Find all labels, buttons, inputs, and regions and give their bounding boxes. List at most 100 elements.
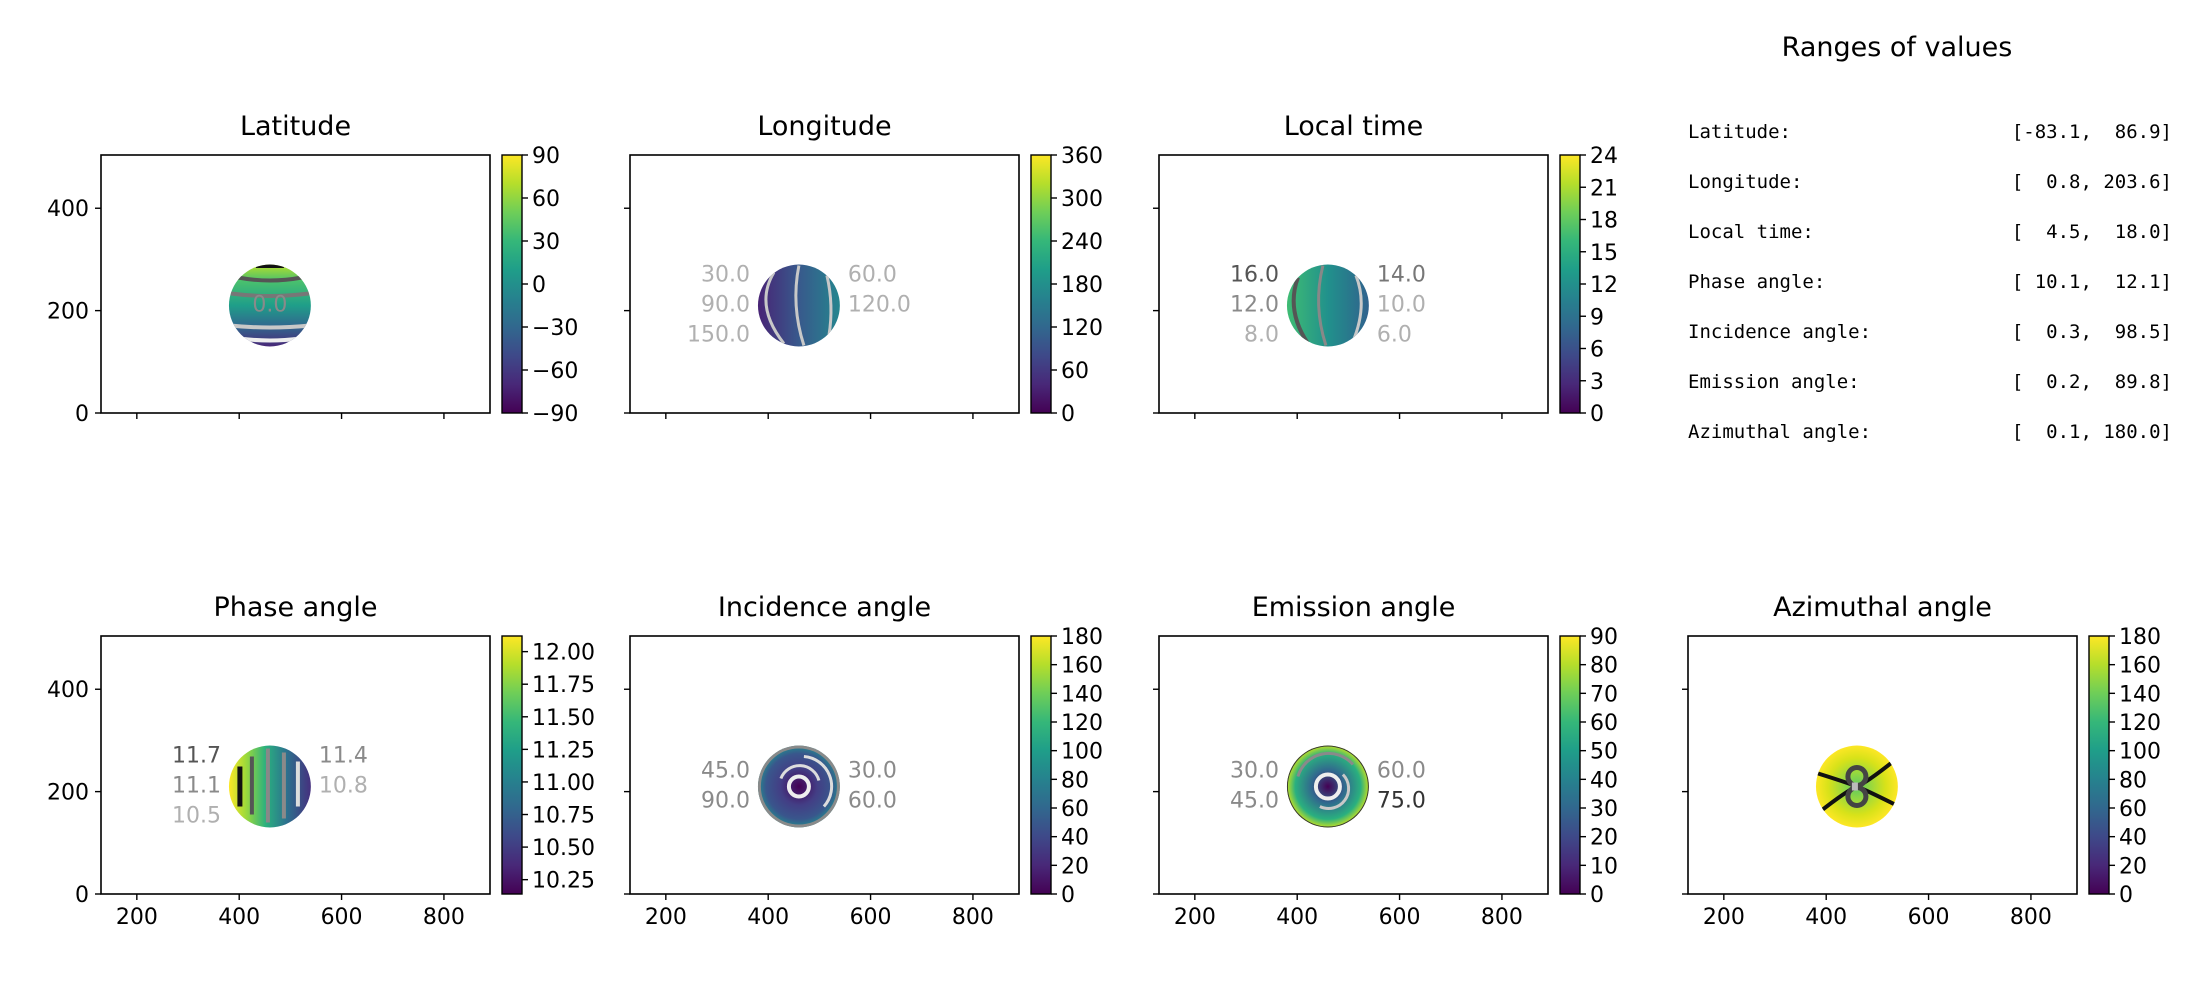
contour-label: 45.0 [1230, 789, 1279, 814]
colorbar-tick-label: 70 [1590, 682, 1618, 707]
colorbar-tick-label: 300 [1061, 187, 1103, 212]
contour-label: 11.1 [172, 774, 221, 799]
contour-label: 120.0 [848, 293, 911, 318]
contour-line [779, 764, 821, 781]
contour-label: 11.4 [319, 744, 368, 769]
contour-line [803, 755, 834, 808]
colorbar-tick-label: 30 [532, 230, 560, 255]
contour-label: 90.0 [701, 293, 750, 318]
contour-label: 11.7 [172, 744, 221, 769]
contour-label: 14.0 [1377, 263, 1426, 288]
range-value: [ 0.3, 98.5] [2012, 321, 2172, 343]
contour-label: 16.0 [1230, 263, 1279, 288]
x-tick-label: 600 [321, 905, 363, 930]
x-tick-label: 600 [850, 905, 892, 930]
colorbar-tick-label: 12.00 [532, 641, 595, 666]
contour-line [1317, 265, 1328, 346]
colorbar [1030, 635, 1052, 895]
contour-lines [237, 748, 300, 823]
y-tick-label: 0 [75, 883, 89, 908]
colorbar-tick-label: 100 [1061, 740, 1103, 765]
colorbar-tick-label: 360 [1061, 144, 1103, 169]
contour-lines [1291, 265, 1363, 346]
axes-frame [1158, 154, 1549, 414]
range-value: [-83.1, 86.9] [2012, 121, 2172, 143]
colorbar-tick-label: 60 [1061, 359, 1089, 384]
panel-local-time: Local time 16.0 14.0 12.0 10.0 8.0 6.0 0 3 6 9 12 15… [1153, 111, 1618, 427]
contour-line [1319, 773, 1351, 810]
colorbar-tick-label: 0 [1590, 883, 1604, 908]
colorbar-tick-label: 240 [1061, 230, 1103, 255]
contour-label: 10.0 [1377, 293, 1426, 318]
x-tick-label: 600 [1908, 905, 1950, 930]
contour-line [764, 271, 786, 345]
colorbar-tick-label: 0 [1061, 883, 1075, 908]
contour-label: 60.0 [848, 789, 897, 814]
colorbar-tick-label: 60 [2119, 797, 2147, 822]
contour-lines [757, 745, 840, 828]
panel-title: Latitude [240, 111, 351, 142]
range-value: [ 4.5, 18.0] [2012, 221, 2172, 243]
panel-title: Emission angle [1252, 592, 1456, 623]
disc-image [757, 745, 840, 828]
colorbar-tick-label: −90 [532, 402, 578, 427]
disc-image [757, 264, 840, 347]
x-tick-label: 800 [952, 905, 994, 930]
colorbar-tick-label: 90 [532, 144, 560, 169]
colorbar [1559, 635, 1581, 895]
contour-line [1845, 765, 1869, 788]
panel-azimuthal-angle: Azimuthal angle 200 400 600 800 0 20 40 60 80 100 1… [1682, 592, 2161, 930]
axes-frame [1158, 635, 1549, 895]
range-value: [ 0.2, 89.8] [2012, 371, 2172, 393]
colorbar-tick-label: 80 [2119, 768, 2147, 793]
colorbar-tick-label: 0 [1590, 402, 1604, 427]
colorbar-tick-label: 120 [1061, 316, 1103, 341]
contour-label: 8.0 [1244, 323, 1279, 348]
range-label: Incidence angle: [1688, 321, 1871, 343]
colorbar-tick-label: 20 [1590, 826, 1618, 851]
colorbar-tick-label: 40 [1590, 768, 1618, 793]
range-label: Phase angle: [1688, 271, 1825, 293]
colorbar-tick-label: 15 [1590, 241, 1618, 266]
colorbar [501, 154, 523, 414]
contour-line [1296, 751, 1355, 777]
colorbar-tick-label: 180 [1061, 273, 1103, 298]
y-tick-label: 400 [47, 197, 89, 222]
x-tick-label: 400 [747, 905, 789, 930]
colorbar-tick-label: 11.50 [532, 706, 595, 731]
colorbar-tick-label: −30 [532, 316, 578, 341]
colorbar-tick-label: 0 [2119, 883, 2133, 908]
x-tick-label: 800 [423, 905, 465, 930]
axes-frame [1687, 635, 2078, 895]
disc-image [1286, 745, 1369, 828]
colorbar-tick-label: 140 [1061, 682, 1103, 707]
colorbar-tick-label: 21 [1590, 176, 1618, 201]
range-label: Azimuthal angle: [1688, 421, 1871, 443]
colorbar-tick-label: 90 [1590, 625, 1618, 650]
colorbar-tick-label: 160 [1061, 654, 1103, 679]
colorbar-tick-label: 18 [1590, 209, 1618, 234]
colorbar-tick-label: 10.25 [532, 869, 595, 894]
range-label: Latitude: [1688, 121, 1791, 143]
range-value: [ 0.8, 203.6] [2012, 171, 2172, 193]
colorbar-tick-label: 10 [1590, 854, 1618, 879]
colorbar-tick-label: 180 [2119, 625, 2161, 650]
ranges-panel: Ranges of values Latitude: [-83.1, 86.9] L… [1688, 32, 2172, 443]
colorbar-tick-label: 0 [532, 273, 546, 298]
contour-label: 150.0 [687, 323, 750, 348]
colorbar-tick-label: 3 [1590, 370, 1604, 395]
colorbar-tick-label: 24 [1590, 144, 1618, 169]
contour-line [794, 265, 806, 346]
range-label: Local time: [1688, 221, 1814, 243]
panel-latitude: Latitude 0.0 0 200 400 −90 −60 −30 0 30 60 90 [47, 111, 578, 427]
colorbar-tick-label: −60 [532, 359, 578, 384]
colorbar-tick-label: 12 [1590, 273, 1618, 298]
contour-line [230, 291, 310, 298]
colorbar [1559, 154, 1581, 414]
axes-frame [629, 635, 1020, 895]
axes-frame [100, 154, 491, 414]
contour-label: 90.0 [701, 789, 750, 814]
x-tick-label: 800 [1481, 905, 1523, 930]
y-tick-label: 200 [47, 300, 89, 325]
